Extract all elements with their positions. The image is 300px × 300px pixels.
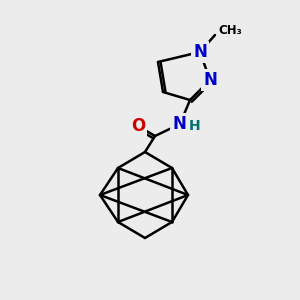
Text: N: N (203, 71, 217, 89)
Text: N: N (193, 43, 207, 61)
Text: H: H (189, 119, 201, 133)
Text: CH₃: CH₃ (218, 23, 242, 37)
Text: O: O (131, 117, 145, 135)
Text: N: N (172, 115, 186, 133)
